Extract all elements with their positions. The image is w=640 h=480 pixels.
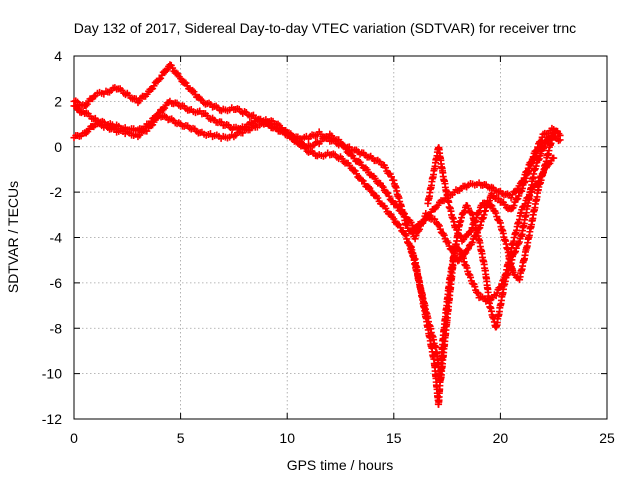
data-point-marker <box>456 231 464 239</box>
x-tick-label: 10 <box>279 430 295 446</box>
data-point-marker <box>487 201 495 209</box>
y-tick-label: 0 <box>54 139 62 155</box>
data-point-marker <box>463 246 471 254</box>
data-point-marker <box>155 75 163 83</box>
data-point-marker <box>556 136 564 144</box>
data-point-marker <box>435 222 443 230</box>
data-point-marker <box>550 129 558 137</box>
grid-layer <box>74 56 607 419</box>
data-point-marker <box>456 247 464 255</box>
data-point-marker <box>468 224 476 232</box>
data-point-marker <box>162 67 170 75</box>
data-point-marker <box>453 226 461 234</box>
data-point-marker <box>474 289 482 297</box>
y-tick-label: -10 <box>42 366 62 382</box>
data-point-marker <box>385 192 393 200</box>
data-point-marker <box>496 284 504 292</box>
data-point-marker <box>537 150 545 158</box>
data-point-marker <box>382 164 390 172</box>
data-point-marker <box>444 239 452 247</box>
points-layer <box>70 61 564 408</box>
data-point-marker <box>82 102 90 110</box>
chart-title: Day 132 of 2017, Sidereal Day-to-day VTE… <box>74 20 576 36</box>
data-point-marker <box>440 231 448 239</box>
data-point-marker <box>550 154 558 162</box>
data-point-marker <box>507 194 515 202</box>
data-point-marker <box>378 182 386 190</box>
x-tick-label: 0 <box>70 430 78 446</box>
data-point-marker <box>412 232 420 240</box>
data-point-marker <box>181 78 189 86</box>
data-point-marker <box>383 188 391 196</box>
data-point-marker <box>382 204 390 212</box>
data-point-marker <box>387 173 395 181</box>
data-point-marker <box>367 187 375 195</box>
data-series-track-1 <box>70 97 564 234</box>
data-point-marker <box>355 157 363 165</box>
data-point-marker <box>350 166 358 174</box>
data-point-marker <box>143 127 151 135</box>
data-point-marker <box>159 106 167 114</box>
data-point-marker <box>150 118 158 126</box>
data-point-marker <box>467 273 475 281</box>
data-point-marker <box>431 215 439 223</box>
y-tick-label: -8 <box>50 320 63 336</box>
data-point-marker <box>434 220 442 228</box>
tick-layer: 0 5 10 15 20 25 -12 -10 -8 -6 -4 -2 0 2 4 <box>42 48 615 446</box>
data-point-marker <box>493 289 501 297</box>
y-tick-label: -2 <box>50 184 63 200</box>
plot-frame <box>73 55 608 420</box>
x-tick-label: 20 <box>493 430 509 446</box>
data-point-marker <box>468 238 476 246</box>
data-point-marker <box>510 202 518 210</box>
data-point-marker <box>540 144 548 152</box>
data-series-track-4 <box>407 129 558 383</box>
data-point-marker <box>169 64 177 72</box>
y-axis-label: SDTVAR / TECUs <box>5 181 21 293</box>
data-point-marker <box>548 136 556 144</box>
data-point-marker <box>416 225 424 233</box>
y-tick-label: -4 <box>50 230 63 246</box>
data-series-track-5 <box>424 136 556 284</box>
data-point-marker <box>495 195 503 203</box>
data-point-marker <box>394 220 402 228</box>
data-point-marker <box>379 183 387 191</box>
data-point-marker <box>197 95 205 103</box>
data-point-marker <box>515 192 523 200</box>
data-point-marker <box>374 194 382 202</box>
x-tick-label: 15 <box>386 430 402 446</box>
x-axis-label: GPS time / hours <box>287 457 394 473</box>
data-point-marker <box>358 176 366 184</box>
data-point-marker <box>173 69 181 77</box>
data-point-marker <box>163 66 171 74</box>
data-point-marker <box>390 215 398 223</box>
y-tick-label: -6 <box>50 275 63 291</box>
data-point-marker <box>189 86 197 94</box>
data-point-marker <box>364 183 372 191</box>
data-point-marker <box>407 218 415 226</box>
data-point-marker <box>403 221 411 229</box>
data-series-track-2 <box>70 61 564 265</box>
data-point-marker <box>471 283 479 291</box>
data-point-marker <box>492 209 500 217</box>
y-tick-label: 4 <box>54 48 62 64</box>
x-tick-label: 5 <box>177 430 185 446</box>
y-tick-label: -12 <box>42 411 62 427</box>
data-point-marker <box>324 134 332 142</box>
data-point-marker <box>411 235 419 243</box>
x-tick-label: 25 <box>599 430 615 446</box>
data-point-marker <box>90 93 98 101</box>
data-point-marker <box>466 228 474 236</box>
y-tick-label: 2 <box>54 93 62 109</box>
data-point-marker <box>82 129 90 137</box>
data-point-marker <box>150 82 158 90</box>
data-point-marker <box>420 216 428 224</box>
